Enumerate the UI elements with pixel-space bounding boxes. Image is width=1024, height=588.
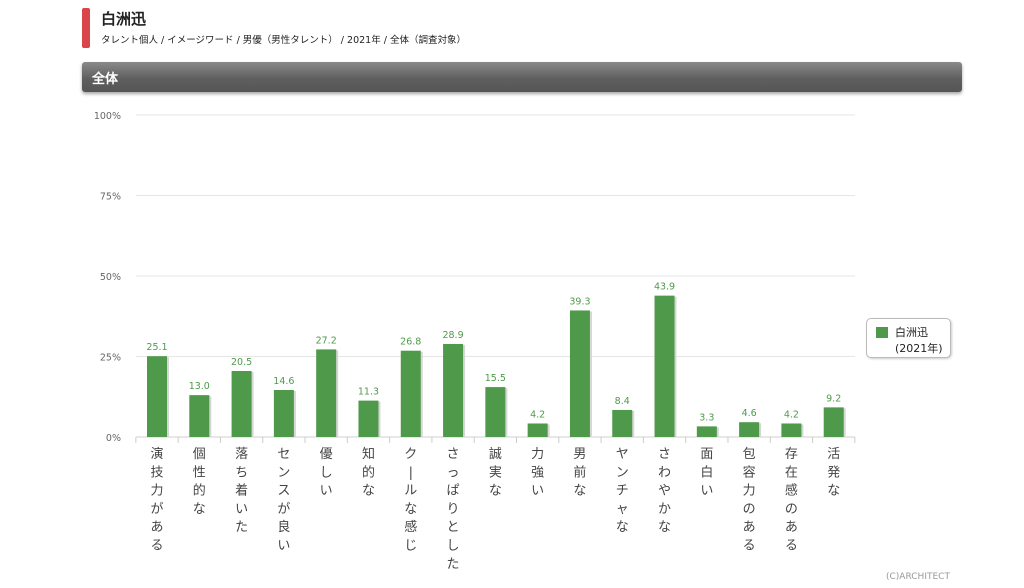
bar-value-label: 27.2 bbox=[316, 335, 337, 346]
legend-series-year: (2021年) bbox=[895, 342, 943, 355]
bar-value-label: 4.2 bbox=[784, 409, 799, 420]
bar bbox=[443, 343, 464, 437]
bar-value-label: 13.0 bbox=[189, 381, 210, 392]
bar-value-label: 4.2 bbox=[530, 409, 545, 420]
page-title: 白洲迅 bbox=[101, 10, 147, 28]
bar bbox=[781, 423, 802, 437]
x-category-label: 活発な bbox=[827, 447, 840, 499]
y-tick-label: 0% bbox=[106, 433, 121, 444]
x-category-label: さっぱりとした bbox=[447, 447, 460, 572]
chart-labels: 0% 25% 50% 75% 100% 25.1 演技力がある 13.0 個性的な 20.5 落ち着… bbox=[94, 111, 841, 572]
bar-value-label: 26.8 bbox=[400, 337, 421, 348]
bar-value-label: 11.3 bbox=[358, 387, 379, 398]
x-category-label: さわやかな bbox=[658, 447, 671, 535]
x-category-label: 演技力がある bbox=[150, 446, 163, 554]
y-tick-label: 50% bbox=[100, 272, 121, 283]
x-category-label: 優しい bbox=[320, 447, 333, 499]
bar bbox=[400, 350, 421, 437]
bar bbox=[612, 409, 633, 437]
y-tick-label: 25% bbox=[100, 353, 121, 364]
x-category-label: 力強い bbox=[531, 447, 544, 499]
x-category-label: センスが良い bbox=[277, 447, 290, 554]
bar-value-label: 43.9 bbox=[654, 282, 675, 293]
x-category-label: 誠実な bbox=[489, 447, 502, 499]
bar bbox=[696, 426, 717, 437]
x-category-label: 知的な bbox=[362, 446, 375, 499]
title-accent-bar bbox=[82, 8, 90, 48]
chart-bars bbox=[147, 295, 846, 437]
bar-value-label: 8.4 bbox=[615, 396, 630, 407]
bar bbox=[739, 422, 760, 437]
chart-legend: 白洲迅 (2021年) bbox=[866, 318, 951, 358]
bar-value-label: 9.2 bbox=[826, 393, 841, 404]
bar bbox=[654, 295, 675, 437]
bar bbox=[527, 423, 548, 437]
x-category-label: 男前な bbox=[573, 447, 586, 499]
section-header: 全体 bbox=[82, 62, 962, 92]
section-title: 全体 bbox=[92, 72, 119, 87]
y-tick-label: 75% bbox=[100, 192, 121, 203]
bar-value-label: 20.5 bbox=[231, 357, 252, 368]
x-category-label: 面白い bbox=[700, 447, 713, 499]
bar bbox=[147, 356, 167, 437]
x-category-label: ク|ルな感じ bbox=[404, 447, 417, 554]
legend-swatch bbox=[876, 327, 888, 338]
bar-value-label: 14.6 bbox=[273, 376, 294, 387]
bar bbox=[485, 387, 506, 437]
x-category-label: 落ち着いた bbox=[235, 447, 248, 535]
chart-grid bbox=[135, 114, 856, 443]
bar bbox=[358, 400, 379, 437]
bar bbox=[273, 389, 294, 437]
y-tick-label: 100% bbox=[94, 111, 121, 122]
bar-value-label: 25.1 bbox=[146, 342, 167, 353]
bar-value-label: 39.3 bbox=[569, 296, 590, 307]
page-subtitle: タレント個人 / イメージワード / 男優（男性タレント） / 2021年 / … bbox=[101, 35, 466, 46]
copyright-text: (C)ARCHITECT bbox=[886, 572, 950, 582]
bar bbox=[569, 310, 590, 437]
x-category-label: 存在感のある bbox=[785, 447, 798, 554]
bar-value-label: 3.3 bbox=[699, 412, 714, 423]
bar bbox=[316, 349, 337, 437]
x-category-label: 個性的な bbox=[193, 447, 206, 517]
bar bbox=[231, 370, 252, 437]
x-category-label: 包容力のある bbox=[743, 447, 756, 554]
bar-value-label: 4.6 bbox=[742, 408, 757, 419]
x-category-label: ヤンチャな bbox=[616, 447, 629, 535]
bar-value-label: 28.9 bbox=[442, 330, 463, 341]
bar bbox=[189, 395, 210, 437]
legend-series-name: 白洲迅 bbox=[895, 326, 928, 339]
bar bbox=[823, 407, 844, 437]
bar-value-label: 15.5 bbox=[485, 373, 506, 384]
